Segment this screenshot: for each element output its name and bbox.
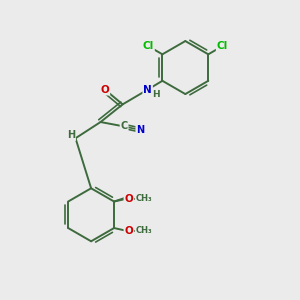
Text: H: H	[67, 130, 75, 140]
Text: C: C	[121, 122, 128, 131]
Text: O: O	[124, 194, 133, 204]
Text: Cl: Cl	[217, 41, 228, 51]
Text: O: O	[124, 226, 133, 236]
Text: CH₃: CH₃	[135, 226, 152, 236]
Text: N: N	[143, 85, 152, 94]
Text: Cl: Cl	[143, 41, 154, 51]
Text: H: H	[152, 90, 160, 99]
Text: CH₃: CH₃	[135, 194, 152, 203]
Text: O: O	[100, 85, 109, 94]
Text: N: N	[136, 125, 144, 135]
